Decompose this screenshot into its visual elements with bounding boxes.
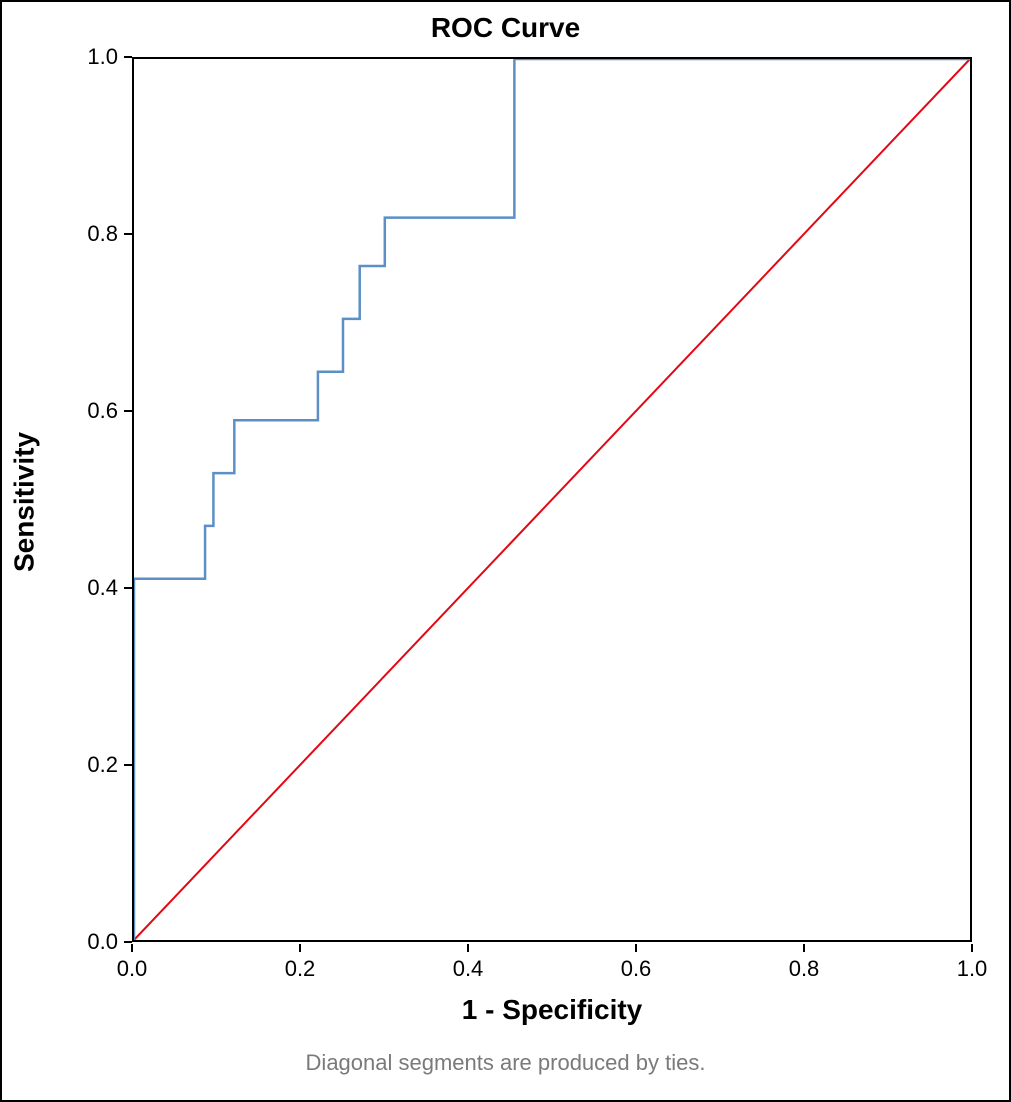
x-tick-label: 1.0 bbox=[952, 956, 992, 982]
plot-svg bbox=[134, 59, 970, 940]
y-tick-label: 0.8 bbox=[74, 221, 118, 247]
chart-footnote: Diagonal segments are produced by ties. bbox=[2, 1050, 1009, 1076]
diagonal-line bbox=[134, 59, 970, 940]
x-tick-label: 0.4 bbox=[448, 956, 488, 982]
x-tick-mark bbox=[971, 944, 973, 952]
x-tick-mark bbox=[299, 944, 301, 952]
y-tick-label: 0.6 bbox=[74, 398, 118, 424]
y-tick-mark bbox=[124, 587, 132, 589]
x-tick-mark bbox=[803, 944, 805, 952]
y-tick-mark bbox=[124, 941, 132, 943]
y-tick-mark bbox=[124, 764, 132, 766]
y-tick-mark bbox=[124, 410, 132, 412]
x-tick-label: 0.6 bbox=[616, 956, 656, 982]
x-tick-mark bbox=[467, 944, 469, 952]
x-tick-label: 0.2 bbox=[280, 956, 320, 982]
x-tick-mark bbox=[635, 944, 637, 952]
y-tick-label: 0.2 bbox=[74, 752, 118, 778]
y-tick-label: 0.0 bbox=[74, 929, 118, 955]
y-tick-mark bbox=[124, 56, 132, 58]
x-tick-mark bbox=[131, 944, 133, 952]
y-tick-label: 0.4 bbox=[74, 575, 118, 601]
chart-frame: ROC Curve Sensitivity 1 - Specificity Di… bbox=[0, 0, 1011, 1102]
y-axis-label: Sensitivity bbox=[8, 59, 40, 944]
x-tick-label: 0.0 bbox=[112, 956, 152, 982]
y-tick-mark bbox=[124, 233, 132, 235]
y-tick-label: 1.0 bbox=[74, 44, 118, 70]
x-axis-label: 1 - Specificity bbox=[132, 994, 972, 1026]
chart-title: ROC Curve bbox=[2, 12, 1009, 44]
x-tick-label: 0.8 bbox=[784, 956, 824, 982]
plot-area bbox=[132, 57, 972, 942]
